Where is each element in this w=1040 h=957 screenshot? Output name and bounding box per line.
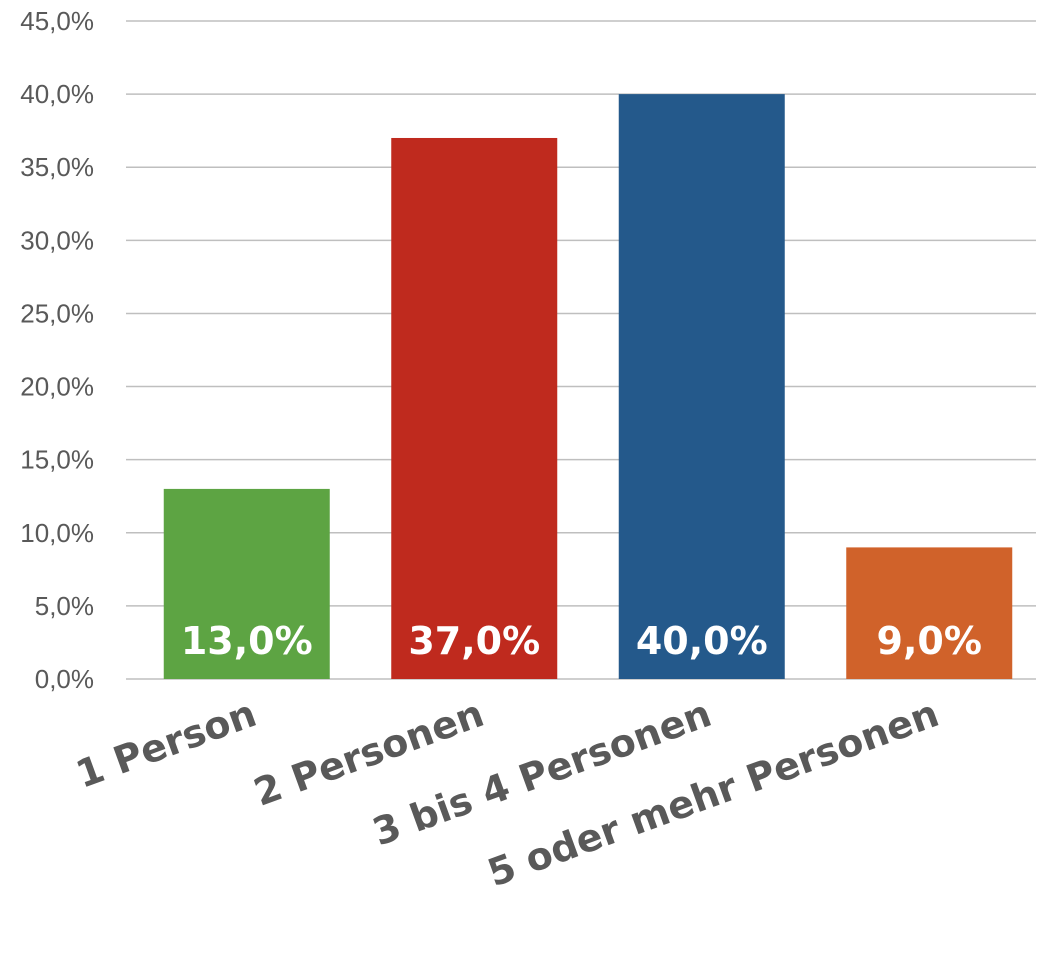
- data-label: 13,0%: [181, 619, 313, 663]
- y-tick-label: 25,0%: [20, 298, 94, 328]
- y-tick-label: 30,0%: [20, 225, 94, 255]
- bars: [163, 94, 1013, 680]
- y-tick-label: 10,0%: [20, 518, 94, 548]
- data-label: 37,0%: [408, 619, 540, 663]
- y-tick-label: 20,0%: [20, 372, 94, 402]
- bar: [846, 547, 1013, 679]
- y-tick-label: 45,0%: [20, 6, 94, 36]
- y-tick-label: 5,0%: [35, 591, 94, 621]
- y-tick-label: 0,0%: [35, 664, 94, 694]
- bar: [618, 94, 785, 680]
- y-tick-label: 15,0%: [20, 445, 94, 475]
- category-label: 5 oder mehr Personen: [482, 691, 944, 895]
- y-tick-label: 35,0%: [20, 152, 94, 182]
- y-axis-ticks: 0,0% 5,0% 10,0% 15,0% 20,0% 25,0% 30,0% 35,0% 40…: [20, 6, 94, 694]
- data-labels: 13,0% 37,0% 40,0% 9,0%: [181, 619, 982, 663]
- bar: [391, 137, 558, 679]
- y-tick-label: 40,0%: [20, 79, 94, 109]
- category-label: 1 Person: [70, 691, 262, 797]
- data-label: 9,0%: [877, 619, 982, 663]
- bar: [163, 488, 330, 679]
- data-label: 40,0%: [636, 619, 768, 663]
